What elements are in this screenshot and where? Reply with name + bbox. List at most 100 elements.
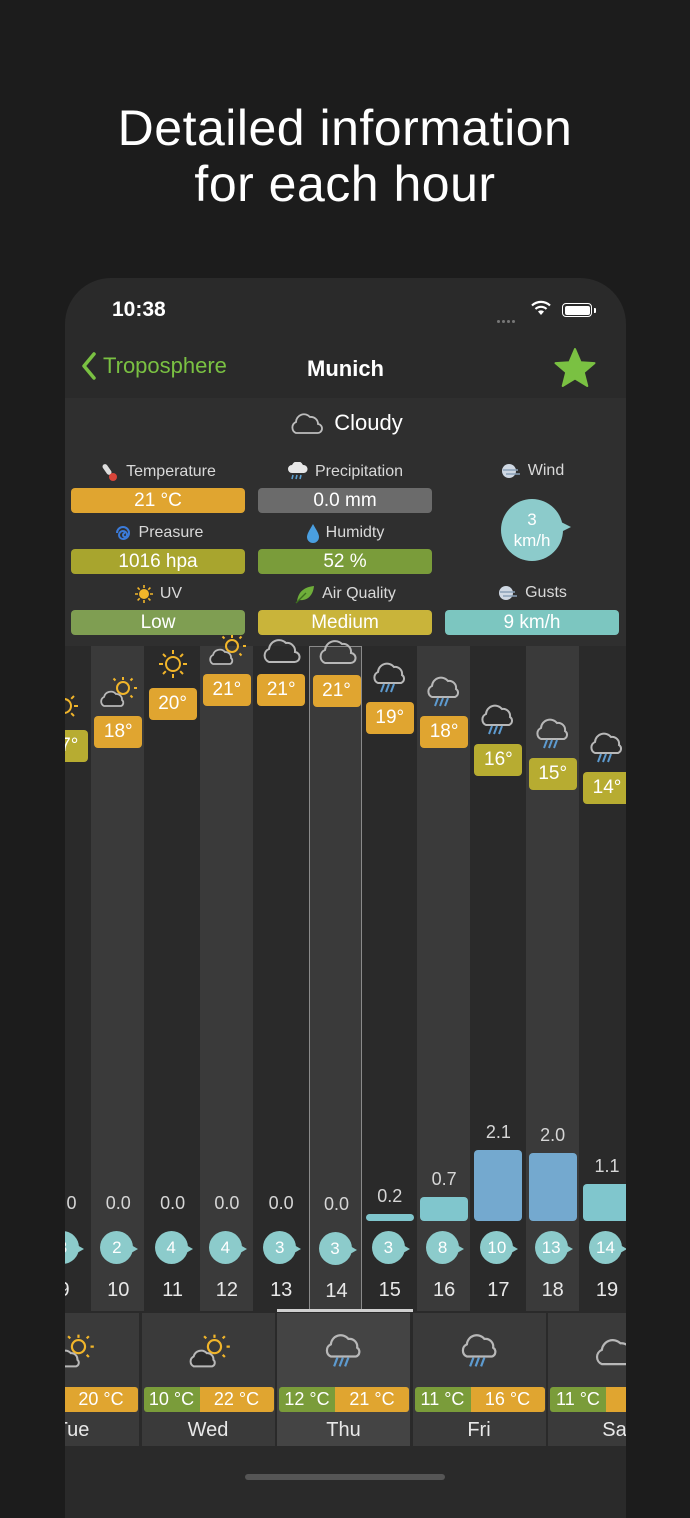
uv-label: UV <box>71 584 245 604</box>
hour-precipitation: 0.7 <box>431 1169 457 1190</box>
rain-icon <box>369 662 411 694</box>
current-condition: Cloudy <box>65 410 626 436</box>
sun-icon <box>134 585 153 603</box>
selected-day-indicator <box>277 1309 413 1312</box>
day-name: Tue <box>65 1419 90 1441</box>
partly-cloudy-icon <box>65 1329 96 1373</box>
daily-forecast[interactable]: 20 °C Tue 10 °C22 °C Wed 12 °C21 °C Thu 11 … <box>65 1311 626 1451</box>
hour-temperature: 21° <box>257 674 306 706</box>
day-low-temp: 10 °C <box>143 1387 200 1412</box>
hour-label: 13 <box>270 1279 293 1301</box>
hour-precipitation: 2.0 <box>540 1125 566 1146</box>
day-high-temp <box>606 1387 626 1412</box>
day-cell[interactable]: 12 °C 21 °C Thu <box>277 1313 410 1446</box>
battery-icon <box>562 303 596 317</box>
hour-column[interactable]: 19° 0.2 3 15 <box>363 646 416 1311</box>
hour-wind-speed: 4 <box>154 1231 193 1264</box>
favorite-star-icon[interactable] <box>553 347 597 389</box>
hour-wind-speed: 3 <box>318 1232 357 1265</box>
hour-column[interactable]: 15° 2.0 13 18 <box>525 646 579 1311</box>
navigation-bar: Troposphere Munich <box>65 340 626 398</box>
rain-icon <box>586 732 626 764</box>
day-high-temp: 20 °C <box>65 1387 138 1412</box>
wind-speed-unit: km/h <box>513 531 551 550</box>
wind-icon <box>499 586 518 600</box>
hour-temperature: 16° <box>474 744 523 776</box>
hour-precipitation: 0.0 <box>268 1193 294 1213</box>
phone-screen: 10:38 Troposphere Munich Cloudy Temperat… <box>65 278 626 1518</box>
condition-label: Cloudy <box>334 410 403 435</box>
hour-column[interactable]: 20° 0.0 4 11 <box>146 646 199 1311</box>
droplet-icon <box>306 524 319 543</box>
cyclone-icon <box>115 526 130 541</box>
hour-label: 19 <box>595 1279 619 1301</box>
hour-column[interactable]: 17° 0.0 3 9 <box>65 646 90 1311</box>
partly-cloudy-icon <box>97 676 139 708</box>
day-cell[interactable]: 20 °C Tue <box>65 1313 139 1446</box>
hour-wind-speed: 13 <box>534 1231 573 1264</box>
hour-label: 15 <box>378 1279 401 1301</box>
hour-precipitation: 0.0 <box>65 1193 77 1213</box>
back-button[interactable]: Troposphere <box>81 352 227 380</box>
city-title: Munich <box>307 356 384 381</box>
day-low-temp: 12 °C <box>279 1387 335 1412</box>
day-cell[interactable]: 11 °C Sa <box>548 1313 626 1446</box>
hour-column[interactable]: 21° 0.0 4 12 <box>199 635 253 1311</box>
temperature-label: Temperature <box>71 462 245 482</box>
hour-temperature: 14° <box>583 772 626 804</box>
precipitation-label: Precipitation <box>258 462 432 482</box>
hour-wind-speed: 10 <box>480 1231 519 1264</box>
hour-wind-speed: 14 <box>589 1231 626 1264</box>
hour-column[interactable]: 21° 0.0 3 14 <box>308 640 362 1311</box>
day-name: Sa <box>602 1419 626 1441</box>
sun-icon <box>152 648 194 680</box>
air-quality-value: Medium <box>258 610 432 635</box>
rain-icon <box>532 718 574 750</box>
hour-temperature: 15° <box>528 758 577 790</box>
hour-column[interactable]: 14° 1.1 14 19 <box>580 646 626 1311</box>
partly-cloudy-icon <box>206 634 248 666</box>
day-high-temp: 16 °C <box>470 1387 545 1412</box>
hour-column[interactable]: 16° 2.1 10 17 <box>471 646 524 1311</box>
precipitation-value: 0.0 mm <box>258 488 432 513</box>
cellular-signal-icon <box>497 310 517 328</box>
hour-wind-speed: 3 <box>371 1231 410 1264</box>
headline-line-2: for each hour <box>194 156 496 212</box>
precipitation-bar <box>420 1197 469 1221</box>
hour-temperature: 17° <box>65 730 88 762</box>
day-low-temp: 11 °C <box>550 1387 606 1412</box>
hour-column[interactable]: 18° 0.7 8 16 <box>417 646 471 1311</box>
hour-temperature: 20° <box>148 688 197 720</box>
hour-label: 9 <box>65 1279 91 1302</box>
day-high-temp: 21 °C <box>335 1387 409 1412</box>
partly-cloudy-icon <box>186 1329 232 1373</box>
day-name: Wed <box>187 1419 229 1441</box>
temperature-value: 21 °C <box>71 488 245 513</box>
gusts-label: Gusts <box>445 584 619 602</box>
wifi-icon <box>531 300 551 315</box>
wind-speed-bubble: 3 km/h <box>501 499 571 561</box>
sun-icon <box>65 690 85 722</box>
hour-wind-speed: 3 <box>65 1231 84 1264</box>
hour-column[interactable]: 21° 0.0 3 13 <box>254 639 307 1311</box>
hour-label: 14 <box>325 1280 348 1302</box>
hour-label: 12 <box>215 1279 239 1301</box>
pressure-value: 1016 hpa <box>71 549 245 574</box>
wind-speed-value: 3 <box>527 510 537 529</box>
cloud-icon <box>316 635 358 667</box>
hour-wind-speed: 2 <box>100 1231 139 1264</box>
day-cell[interactable]: 10 °C 22 °C Wed <box>141 1313 275 1446</box>
hour-column[interactable]: 18° 0.0 2 10 <box>91 646 145 1311</box>
hour-precipitation: 0.2 <box>377 1186 403 1207</box>
precipitation-bar <box>365 1214 414 1221</box>
day-high-temp: 22 °C <box>199 1387 274 1412</box>
promo-headline: Detailed information for each hour <box>0 100 690 212</box>
cloud-icon <box>592 1329 626 1373</box>
day-cell[interactable]: 11 °C 16 °C Fri <box>412 1313 546 1446</box>
hour-label: 16 <box>432 1279 456 1301</box>
current-conditions-panel: Cloudy Temperature 21 °C Precipitation 0… <box>65 398 626 646</box>
leaf-icon <box>295 586 315 604</box>
hour-label: 18 <box>541 1279 564 1301</box>
day-name: Fri <box>467 1419 491 1441</box>
